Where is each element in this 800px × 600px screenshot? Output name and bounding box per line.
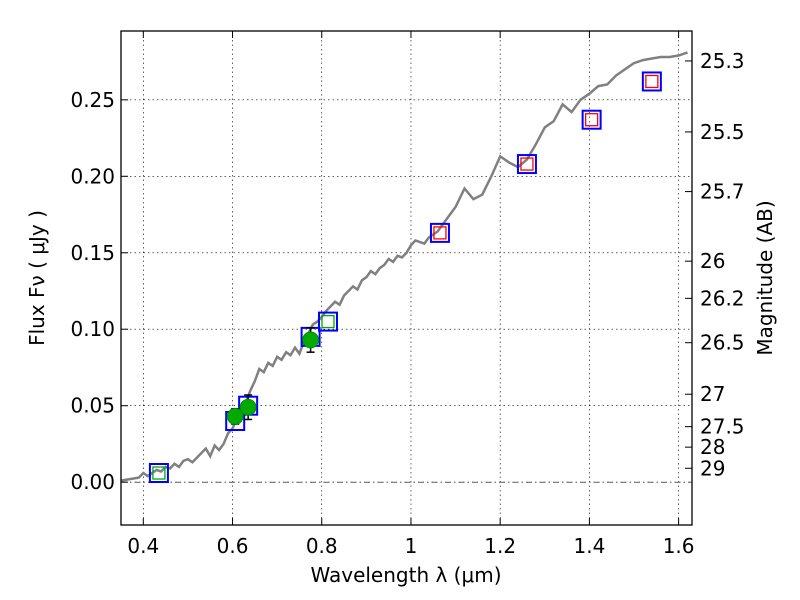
y-tick-label: 0.25	[70, 88, 115, 112]
plot-frame	[120, 30, 693, 526]
green-square-marker	[152, 466, 166, 480]
x-axis-title: Wavelength λ (μm)	[310, 563, 501, 587]
flux-point	[239, 398, 257, 416]
x-tick-label: 0.6	[217, 534, 249, 558]
mag-tick-label: 26.5	[700, 331, 745, 355]
x-tick-label: 0.4	[127, 534, 159, 558]
data-layer	[120, 51, 688, 483]
mag-tick-label: 27	[700, 382, 725, 406]
mag-tick-label: 25.3	[700, 49, 745, 73]
y-tick-label: 0.10	[70, 317, 115, 341]
x-tick-label: 0.8	[306, 534, 338, 558]
mag-tick-label: 29	[700, 456, 725, 480]
red-square-marker	[645, 74, 659, 89]
blue-square-marker	[516, 154, 537, 175]
y-tick-label: 0.20	[70, 164, 115, 188]
y-tick-label: 0.00	[70, 470, 115, 494]
blue-square-marker	[148, 463, 169, 483]
mag-tick-label: 26.2	[700, 286, 745, 310]
spectrum-line	[120, 51, 688, 482]
ticks: 0.4 0.6 0.8 1 1.2 1.4 1.6 0.00 0.05 0.10 0.15 0.20 0…	[70, 31, 745, 558]
y-axis-title-right: Magnitude (AB)	[753, 200, 777, 355]
grid	[121, 31, 692, 525]
y-tick-label: 0.05	[70, 394, 115, 418]
mag-tick-label: 28	[700, 435, 725, 459]
mag-tick-label: 25.7	[700, 180, 745, 204]
x-tick-label: 1.2	[484, 534, 516, 558]
red-square-marker	[433, 226, 447, 240]
green-square-marker	[321, 314, 335, 329]
blue-square-marker	[429, 222, 450, 243]
x-tick-label: 1.4	[573, 534, 605, 558]
blue-square-marker	[317, 311, 338, 332]
red-square-marker	[520, 157, 534, 171]
mag-tick-label: 25.5	[700, 120, 745, 144]
blue-square-marker	[581, 109, 602, 130]
x-tick-label: 1	[405, 534, 418, 558]
red-square-marker	[584, 113, 599, 127]
flux-point	[302, 331, 319, 349]
flux-point	[226, 408, 244, 425]
y-tick-label: 0.15	[70, 241, 115, 265]
x-tick-label: 1.6	[663, 534, 695, 558]
mag-tick-label: 26	[700, 249, 725, 273]
mag-tick-label: 27.5	[700, 415, 745, 439]
blue-square-marker	[641, 71, 662, 92]
y-axis-title-left: Flux Fν ( μJy )	[25, 210, 49, 346]
